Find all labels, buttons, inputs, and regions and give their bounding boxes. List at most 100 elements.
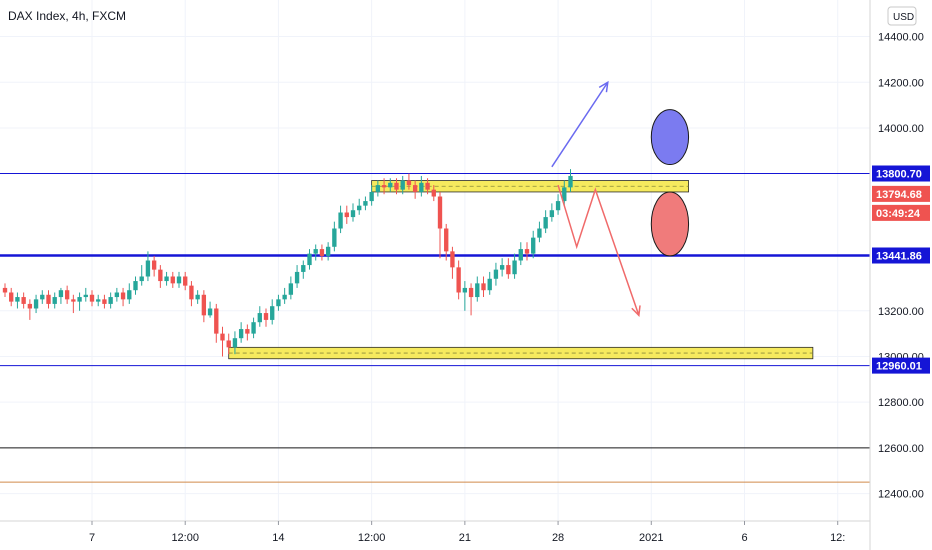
drawings (551, 80, 690, 317)
candle-body (499, 265, 505, 270)
bullish-arrow (551, 81, 609, 168)
candle-body (220, 333, 225, 341)
candles (2, 169, 573, 357)
bearish-arrow (557, 184, 640, 316)
candle-body (400, 180, 405, 190)
candle-body (313, 249, 318, 254)
candle-body (555, 201, 561, 211)
price-tags: 13800.70 13794.68 03:49:24 13441.86 12960.01 (872, 165, 930, 374)
candle-body (524, 249, 530, 254)
time-tick-label: 6 (741, 532, 747, 544)
candle-body (89, 294, 95, 302)
candle-body (481, 283, 486, 291)
candle-body (325, 246, 331, 256)
candle-body (350, 210, 356, 218)
candle-body (543, 217, 548, 229)
time-tick-label: 12: (830, 532, 845, 544)
candle-body (338, 212, 343, 229)
candle-body (40, 294, 45, 300)
price-axis[interactable]: 14400.0014200.0014000.0013200.0013000.00… (878, 32, 924, 501)
candle-countdown: 03:49:24 (876, 208, 921, 220)
candle-body (282, 294, 287, 300)
candle-countdown-bg (872, 204, 930, 221)
candle-body (450, 251, 455, 268)
candle-body (462, 287, 468, 293)
candle-body (195, 294, 200, 300)
bullish-target-ellipse (650, 109, 690, 166)
horizontal-lines (0, 173, 870, 483)
time-tick-label: 14 (272, 532, 284, 544)
price-tick-label: 14200.00 (878, 77, 924, 89)
candle-body (512, 260, 517, 275)
price-tag-13441-bg (872, 247, 930, 264)
candle-body (120, 292, 126, 300)
candle-body (263, 313, 269, 320)
candle-body (419, 182, 424, 192)
time-tick-label: 28 (552, 532, 564, 544)
candle-body (388, 182, 393, 188)
price-tick-label: 14400.00 (878, 32, 924, 44)
candle-body (238, 329, 244, 339)
candle-body (64, 290, 70, 300)
candle-body (518, 249, 523, 261)
candle-body (145, 260, 151, 277)
candle-body (158, 269, 163, 282)
time-tick-label: 12:00 (358, 532, 386, 544)
candle-body (344, 212, 349, 218)
price-tag-13441: 13441.86 (876, 251, 922, 263)
price-tick-label: 12600.00 (878, 443, 924, 455)
candle-body (245, 329, 250, 334)
time-axis[interactable]: 7 12:00 14 12:00 21 28 2021 6 12: (89, 521, 845, 544)
price-tick-label: 12400.00 (878, 489, 924, 501)
candle-body (431, 189, 436, 197)
time-tick-label: 21 (459, 532, 471, 544)
price-tag-last-bg (872, 185, 930, 202)
candle-body (232, 338, 238, 348)
candle-body (170, 276, 175, 284)
candle-body (214, 308, 219, 334)
candle-body (270, 306, 275, 320)
candle-body (33, 299, 39, 309)
price-tag-13800: 13800.70 (876, 169, 922, 181)
candle-body (46, 294, 51, 304)
candle-body (332, 228, 337, 247)
candle-body (294, 271, 300, 284)
candle-body (83, 294, 88, 298)
candle-body (183, 276, 188, 286)
bullish-arrow-head (598, 80, 609, 93)
time-tick-label: 7 (89, 532, 95, 544)
candle-body (127, 290, 132, 300)
candle-body (27, 303, 33, 309)
zones (228, 180, 814, 360)
candle-body (437, 196, 443, 229)
price-tag-12960: 12960.01 (876, 361, 922, 373)
candle-body (568, 175, 573, 188)
candle-body (2, 287, 8, 293)
candle-body (375, 185, 381, 192)
candle-body (133, 281, 138, 291)
candle-body (15, 297, 20, 302)
candle-body (71, 299, 76, 302)
candle-body (412, 185, 418, 192)
candle-body (381, 185, 387, 188)
candle-body (257, 313, 262, 323)
candle-body (425, 182, 430, 190)
candle-body (207, 308, 213, 316)
candle-body (226, 340, 231, 348)
candle-body (139, 276, 144, 282)
grid (0, 0, 870, 521)
price-tag-13800-bg (872, 165, 930, 182)
candle-body (487, 278, 492, 291)
candle-body (394, 182, 399, 190)
candle-body (77, 297, 82, 302)
candle-body (96, 299, 101, 302)
candle-body (319, 249, 325, 256)
candle-body (369, 191, 374, 202)
candle-body (189, 285, 194, 300)
currency-button[interactable] (887, 6, 917, 26)
candle-body (456, 267, 461, 293)
candle-body (549, 210, 555, 218)
candle-body (251, 322, 256, 334)
